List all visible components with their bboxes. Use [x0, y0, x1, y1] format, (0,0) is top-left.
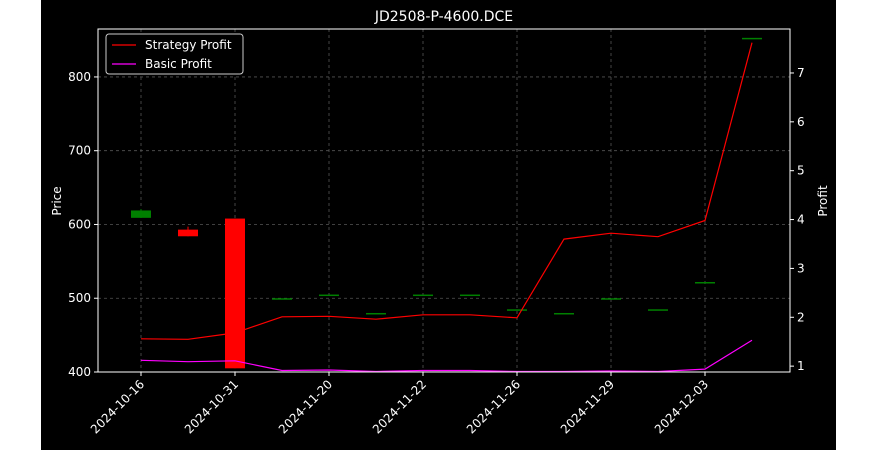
candle-body	[225, 218, 245, 369]
candles	[131, 37, 762, 369]
x-tick-label: 2024-10-16	[88, 377, 147, 436]
left-tick-label: 500	[68, 291, 91, 305]
left-tick-label: 800	[68, 70, 91, 84]
chart-title: JD2508-P-4600.DCE	[374, 9, 513, 25]
right-tick-label: 2	[797, 310, 805, 324]
candle-body	[554, 312, 574, 315]
x-tick-label: 2024-11-22	[370, 377, 429, 436]
profit-lines	[140, 42, 753, 373]
grid-lines	[98, 29, 790, 373]
legend-box	[105, 33, 244, 75]
candle-body	[742, 37, 762, 40]
legend-label: Basic Profit	[145, 57, 212, 71]
right-tick-label: 4	[797, 213, 805, 227]
candle-body	[366, 312, 386, 315]
x-tick-label: 2024-12-03	[652, 377, 711, 436]
x-tick-label: 2024-10-31	[182, 377, 241, 436]
x-tick-label: 2024-11-29	[558, 377, 617, 436]
x-tick-label: 2024-11-20	[276, 377, 335, 436]
right-tick-label: 5	[797, 164, 805, 178]
candle-body	[413, 294, 433, 297]
series-line	[140, 339, 753, 373]
candle-body	[272, 298, 292, 300]
right-tick-label: 7	[797, 66, 805, 80]
right-ticks: 1 2 3 4 5 6 7	[790, 66, 805, 373]
candle-body	[460, 294, 480, 297]
candle-body	[319, 294, 339, 297]
right-tick-label: 1	[797, 359, 805, 373]
left-tick-label: 400	[68, 365, 91, 379]
left-tick-label: 600	[68, 217, 91, 231]
right-axis-label: Profit	[816, 185, 830, 217]
x-tick-label: 2024-11-26	[464, 377, 523, 436]
x-ticks: 2024-10-16 2024-10-31 2024-11-20 2024-11-22…	[88, 372, 711, 436]
series-line	[140, 42, 753, 340]
candle-body	[695, 282, 715, 284]
candle-body	[507, 309, 527, 311]
legend-label: Strategy Profit	[145, 38, 232, 52]
right-tick-label: 3	[797, 261, 805, 275]
candle-body	[601, 298, 621, 300]
legend: Strategy Profit Basic Profit	[105, 33, 244, 75]
candle-body	[178, 229, 198, 237]
left-ticks: 400 500 600 700 800	[68, 70, 98, 379]
left-tick-label: 700	[68, 144, 91, 158]
left-axis-label: Price	[50, 186, 64, 215]
candle-body	[131, 210, 151, 218]
right-tick-label: 6	[797, 115, 805, 129]
candle-body	[648, 309, 668, 311]
plot-frame	[97, 28, 791, 373]
